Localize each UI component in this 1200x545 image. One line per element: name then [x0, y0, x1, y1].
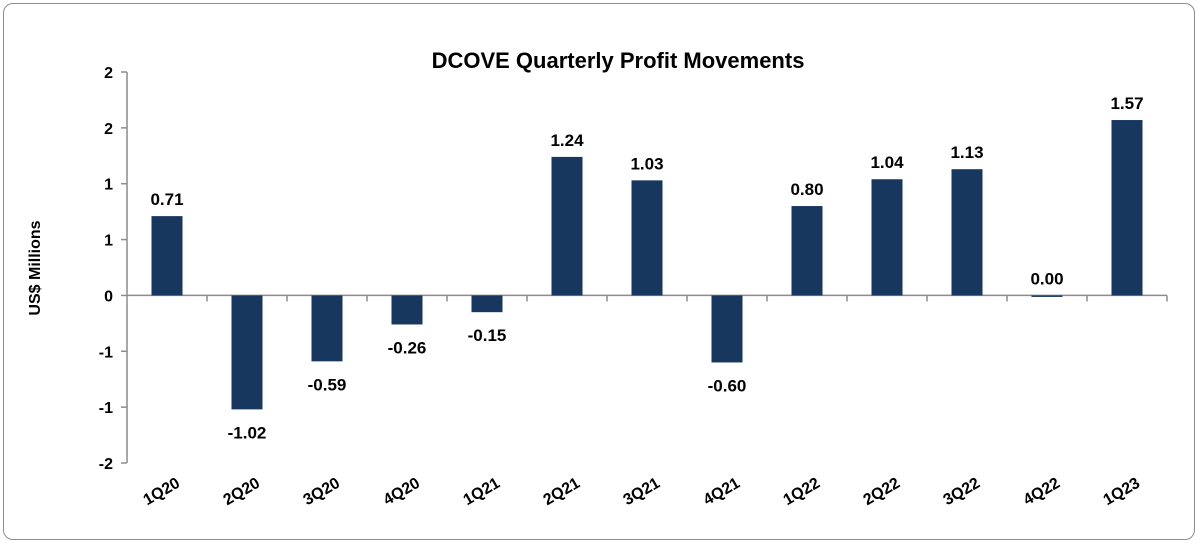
y-tick-label: -1 [99, 344, 113, 361]
bar [791, 206, 823, 296]
bar [631, 180, 663, 296]
bar [151, 216, 183, 296]
bar [951, 169, 983, 296]
data-label: -0.26 [388, 338, 427, 357]
data-label: 1.57 [1110, 94, 1143, 113]
x-tick-label: 2Q20 [221, 475, 263, 509]
x-tick-label: 3Q22 [941, 475, 983, 509]
x-tick-label: 3Q21 [621, 475, 663, 509]
data-label: 1.04 [870, 153, 904, 172]
bar [711, 295, 743, 363]
bar [871, 179, 903, 296]
data-label: -1.02 [228, 423, 267, 442]
data-label: 0.80 [790, 180, 823, 199]
y-axis-label: US$ Millions [27, 220, 44, 315]
y-tick-label: 0 [104, 288, 113, 305]
x-tick-label: 4Q20 [381, 475, 423, 509]
y-tick-labels: 2 2 1 1 0 -1 -1 -2 [99, 65, 113, 473]
bar [391, 295, 423, 325]
bar [311, 295, 343, 362]
y-tick-label: -1 [99, 400, 113, 417]
x-tick-label: 4Q22 [1021, 475, 1063, 509]
x-tick-label: 2Q21 [541, 475, 583, 509]
bar [1031, 295, 1063, 297]
data-label: 0.00 [1030, 269, 1063, 288]
data-label: -0.59 [308, 375, 347, 394]
data-label: 1.13 [950, 143, 983, 162]
data-label: 0.71 [150, 190, 183, 209]
y-tick-label: 2 [104, 121, 113, 138]
x-tick-label: 1Q21 [461, 475, 503, 509]
data-label: -0.60 [708, 376, 747, 395]
y-tick-label: 1 [104, 177, 113, 194]
x-tick-label: 1Q23 [1101, 475, 1143, 509]
y-tick-label: 1 [104, 233, 113, 250]
data-label: 1.24 [550, 131, 584, 150]
data-label: -0.15 [468, 326, 507, 345]
x-tick-label: 1Q20 [141, 475, 183, 509]
x-tick-labels: 1Q20 2Q20 3Q20 4Q20 1Q21 2Q21 3Q21 4Q21 1Q22 2Q22… [141, 475, 1143, 509]
y-tick-label: -2 [99, 456, 113, 473]
x-tick-label: 2Q22 [861, 475, 903, 509]
x-tick-label: 1Q22 [781, 475, 823, 509]
x-tick-label: 4Q21 [701, 475, 743, 509]
bar [231, 295, 263, 410]
chart-frame [3, 3, 1195, 540]
data-labels: 0.71 -1.02 -0.59 -0.26 -0.15 1.24 1.03 -0.60 0.8… [150, 94, 1143, 442]
x-tick-label: 3Q20 [301, 475, 343, 509]
y-tick-label: 2 [104, 65, 113, 82]
bar [471, 295, 503, 313]
bars [151, 120, 1143, 410]
data-label: 1.03 [630, 154, 663, 173]
bar [1111, 120, 1143, 296]
chart-title: DCOVE Quarterly Profit Movements [432, 48, 805, 73]
bar [551, 156, 583, 296]
